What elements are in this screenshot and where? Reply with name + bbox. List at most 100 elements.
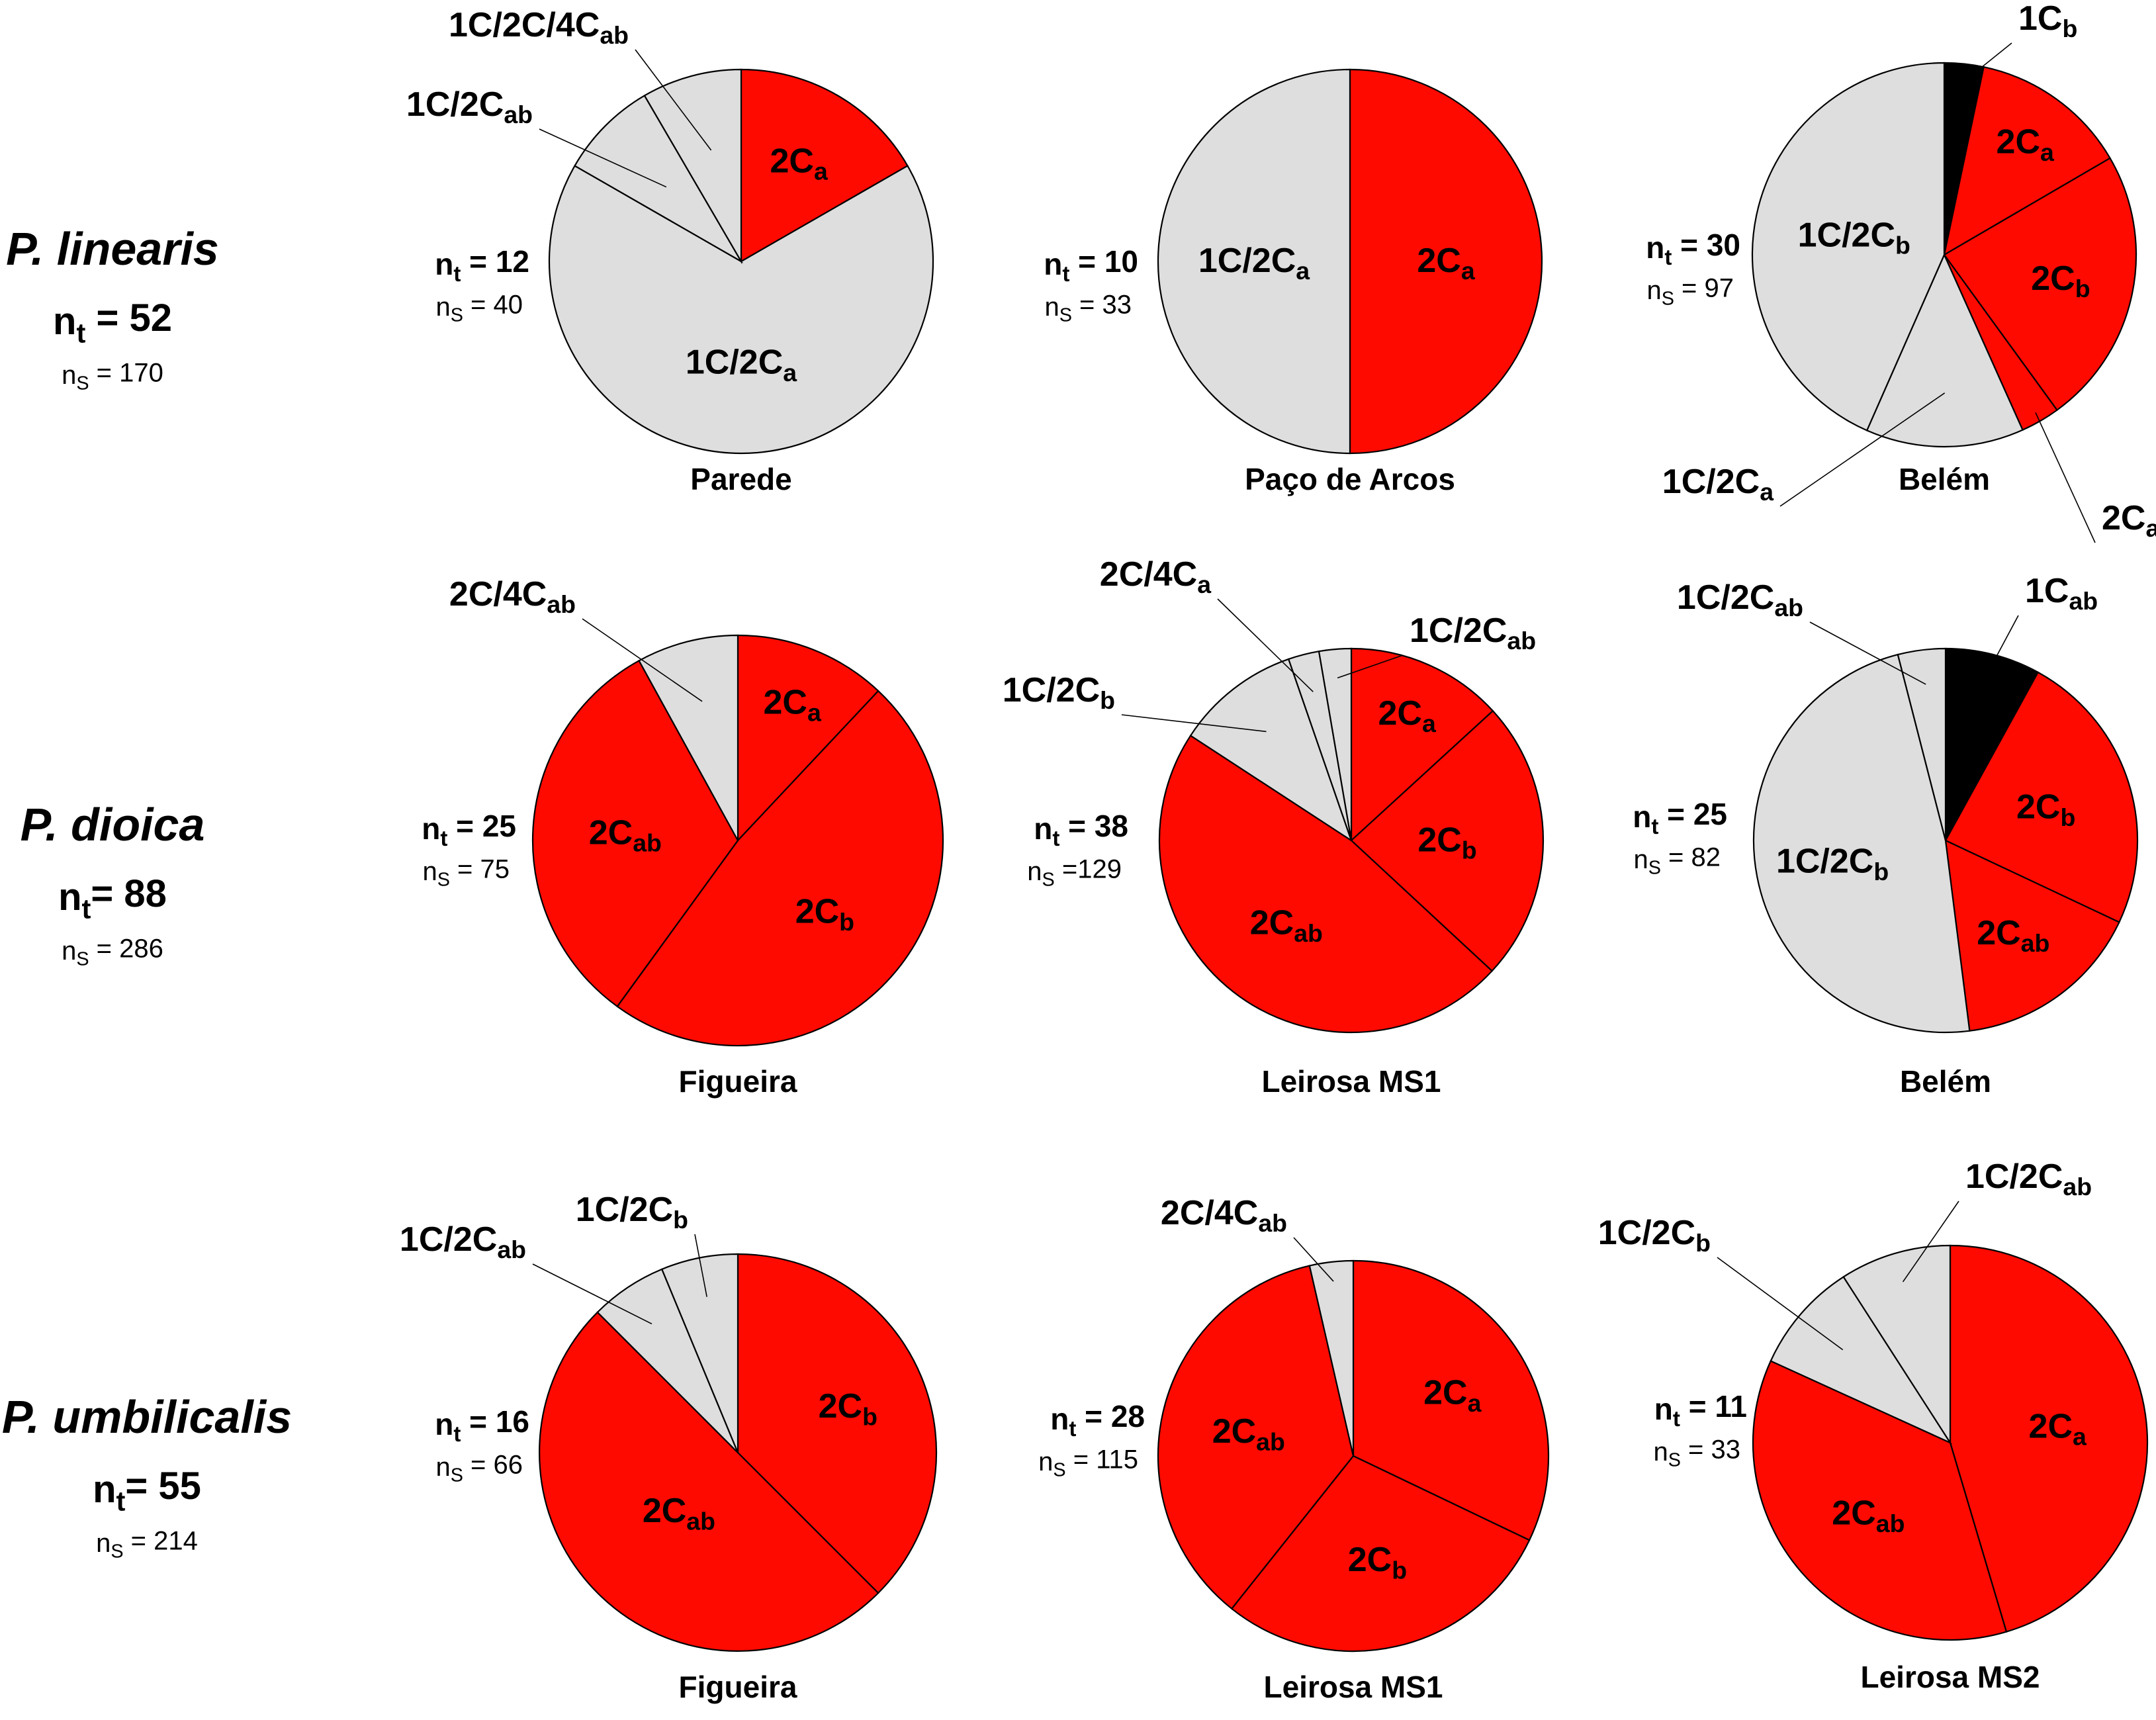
- slice-label: 1Cab: [2025, 572, 2098, 615]
- species-nt: nt = 52: [53, 296, 172, 348]
- species-label: P. dioica nt= 88 nS = 286: [21, 799, 205, 970]
- pie-slice: [1157, 1265, 1355, 1610]
- pie-slice: [1308, 1259, 1355, 1457]
- leader-line: [635, 49, 712, 151]
- slice-label: 1C/2Cab: [400, 1220, 526, 1263]
- slice-label: 1C/2Ca: [686, 343, 797, 386]
- pie-slice: [1157, 68, 1351, 455]
- pie-chart: 1Cab 2Cb 2Cab 1C/2Cb 1C/2Cab Belém nt = 25 nS =…: [1633, 572, 2139, 1099]
- ns-count: nS = 115: [1038, 1445, 1138, 1481]
- site-label: Parede: [690, 462, 791, 496]
- pie-slice: [596, 1268, 739, 1453]
- pie-slice: [548, 165, 934, 455]
- site-label: Figueira: [679, 1064, 797, 1099]
- pie-slice: [1752, 1360, 2008, 1641]
- pie-slice: [1943, 66, 2112, 257]
- leader-line: [539, 128, 667, 188]
- site-label: Figueira: [679, 1670, 797, 1704]
- site-label: Leirosa MS1: [1262, 1064, 1441, 1099]
- slice-label: 1C/2Ca: [1662, 463, 1774, 506]
- site-label: Belém: [1899, 462, 1990, 496]
- pie-slice: [1350, 709, 1545, 972]
- ns-count: nS = 97: [1646, 274, 1734, 310]
- slice-label: 2Cb: [1417, 821, 1476, 864]
- nt-count: nt = 11: [1654, 1389, 1747, 1431]
- slice-label: 2Cab: [1250, 904, 1323, 947]
- slice-label: 2Ca: [1378, 694, 1436, 737]
- pie-chart: 2Ca 1C/2Ca Paço de Arcos nt = 10 nS = 33: [1044, 68, 1543, 496]
- ns-count: nS = 40: [435, 291, 523, 326]
- pie-slice: [1944, 839, 2120, 1032]
- nt-count: nt = 25: [422, 809, 516, 851]
- slice-label: 2Ca: [764, 683, 822, 726]
- pie-chart: 2Ca 2Cb 2Cab 2C/4Cab Figueira nt = 25 nS = 75: [422, 575, 944, 1099]
- pie-slice: [1944, 671, 2139, 923]
- nt-count: nt = 16: [435, 1404, 529, 1447]
- slice-label: 2Cb: [1348, 1541, 1407, 1584]
- slice-label: 2Ca: [1423, 1374, 1482, 1417]
- slice-label: 1C/2C/4Cab: [449, 6, 629, 49]
- pie-slice: [531, 659, 739, 1008]
- site-label: Belém: [1900, 1064, 1991, 1099]
- slice-label: 2Cb: [2031, 259, 2090, 302]
- leader-line: [1217, 598, 1314, 692]
- leader-line: [1121, 714, 1267, 733]
- slice-label: 1C/2Cab: [1410, 611, 1536, 655]
- pie-slice: [643, 68, 742, 265]
- leader-line: [694, 1234, 707, 1297]
- pie-slice: [1230, 1455, 1531, 1652]
- pie-slice: [1350, 647, 1494, 842]
- slice-label: 2C/4Cab: [449, 575, 576, 618]
- pie-slice: [1944, 647, 2040, 841]
- site-label: Leirosa MS1: [1264, 1670, 1443, 1704]
- leader-line: [1961, 42, 2012, 84]
- leader-line: [1809, 621, 1926, 685]
- slice-label: 2Cab: [643, 1492, 715, 1535]
- pie-slice: [1842, 1244, 1952, 1445]
- slice-label: 1C/2Cb: [1598, 1214, 1711, 1257]
- pie-slice: [737, 634, 879, 842]
- leader-line: [532, 1263, 652, 1325]
- slice-label: 2Cb: [2016, 788, 2075, 831]
- pie-chart: 2Ca 2Cb 2Cab 1C/2Cb 2C/4Ca 1C/2Cab Leirosa MS1…: [1003, 555, 1545, 1099]
- slice-label: 1C/2Cb: [576, 1191, 688, 1234]
- species-ns: nS = 214: [96, 1527, 198, 1562]
- pie-chart: 2Ca 2Cb 2Cab 2C/4Cab Leirosa MS1 nt = 28 nS = …: [1038, 1194, 1550, 1704]
- pie-slice: [1751, 62, 1946, 431]
- slice-label: 2Cab: [1977, 914, 2049, 957]
- slice-label: 2Cab: [2102, 499, 2156, 542]
- slice-label: 2Ca: [2029, 1407, 2087, 1450]
- pie-slice: [1865, 253, 2024, 448]
- slice-label: 2Ca: [1997, 123, 2055, 166]
- nt-count: nt = 12: [435, 244, 529, 287]
- nt-count: nt = 28: [1050, 1399, 1145, 1441]
- ns-count: nS = 33: [1653, 1435, 1740, 1471]
- leader-line: [1779, 392, 1946, 507]
- slice-label: 1Cb: [2018, 0, 2077, 42]
- species-nt: nt= 88: [58, 872, 167, 924]
- slice-label: 2Cab: [1832, 1494, 1905, 1537]
- ns-count: nS = 33: [1044, 291, 1132, 326]
- species-ns: nS = 286: [62, 934, 163, 970]
- slice-label: 2Cb: [795, 893, 854, 936]
- leader-line: [1717, 1257, 1844, 1351]
- leader-line: [1902, 1200, 1959, 1283]
- ns-count: nS =129: [1027, 855, 1122, 891]
- species-ns: nS = 170: [62, 359, 163, 394]
- leader-line: [1293, 1237, 1334, 1282]
- ns-count: nS = 75: [422, 855, 510, 891]
- pie-slice: [1158, 735, 1494, 1034]
- pie-slice: [616, 690, 944, 1047]
- leader-line: [1989, 615, 2019, 670]
- slice-label: 2Ca: [1417, 242, 1475, 285]
- species-label: P. umbilicalis nt= 55 nS = 214: [2, 1391, 292, 1562]
- nt-count: nt = 38: [1034, 809, 1128, 851]
- slice-label: 2Cb: [819, 1387, 877, 1430]
- species-nt: nt= 55: [93, 1465, 201, 1516]
- pie-chart: 2Ca 2Cab 1C/2Cb 1C/2Cab Leirosa MS2 nt = 11 nS…: [1598, 1157, 2149, 1694]
- slice-label: 1C/2Cb: [1798, 216, 1910, 259]
- pie-slice: [1318, 647, 1353, 841]
- species-label: P. linearis nt = 52 nS = 170: [6, 223, 219, 394]
- pie-slice: [1949, 1244, 2149, 1633]
